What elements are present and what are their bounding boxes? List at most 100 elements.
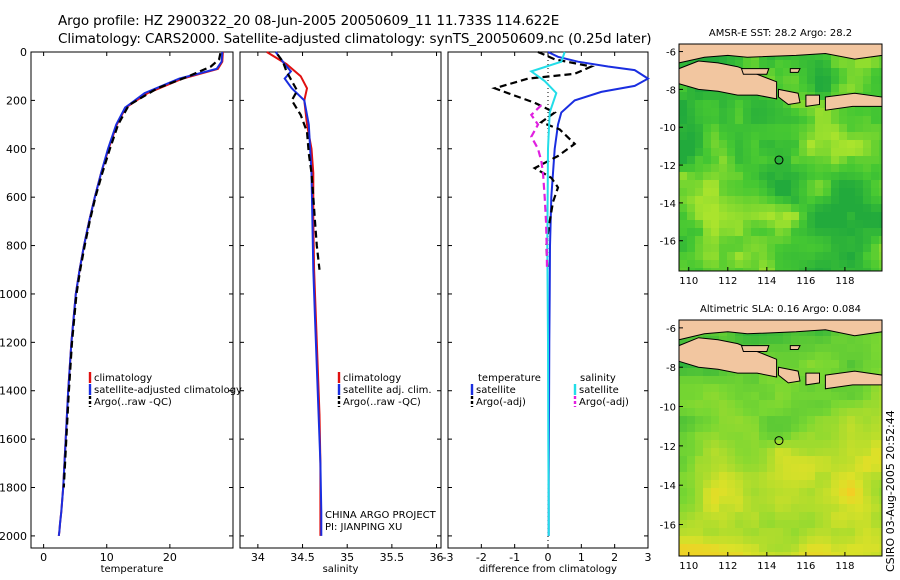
map-cell [767, 172, 776, 181]
map-cell [783, 400, 792, 409]
map-cell [799, 268, 808, 272]
map-cell [695, 196, 704, 205]
map-cell [727, 544, 736, 553]
map-cell [767, 148, 776, 157]
map-cell [735, 180, 744, 189]
map-cell [863, 132, 872, 141]
map-cell [807, 204, 816, 213]
map-cell [863, 480, 872, 489]
map-cell [831, 344, 840, 353]
map-cell [679, 536, 688, 545]
map-cell [703, 416, 712, 425]
map-cell [791, 472, 800, 481]
map-cell [871, 140, 880, 149]
map-cell [799, 504, 808, 513]
map-cell [719, 92, 728, 101]
map-cell [823, 132, 832, 141]
map-cell [679, 84, 688, 93]
map-cell [695, 268, 704, 272]
series-line-satellite [274, 51, 323, 536]
map-cell [759, 156, 768, 165]
map-cell [735, 416, 744, 425]
map-cell [871, 268, 880, 272]
map-cell [831, 156, 840, 165]
map-cell [799, 132, 808, 141]
map-cell [807, 124, 816, 133]
map-cell [847, 496, 856, 505]
map-cell [799, 260, 808, 269]
map-cell [751, 480, 760, 489]
map-cell [831, 336, 840, 345]
map-cell [679, 92, 688, 101]
map-cell [727, 552, 736, 557]
map-cell [879, 252, 883, 261]
map-cell [679, 368, 688, 377]
map-cell [775, 456, 784, 465]
map-cell [703, 400, 712, 409]
map-cell [791, 536, 800, 545]
series-line-sal-satellite [529, 51, 566, 536]
map-cell [807, 416, 816, 425]
map-cell [863, 108, 872, 117]
map-cell [751, 424, 760, 433]
map-cell [703, 236, 712, 245]
map-cell [799, 124, 808, 133]
map-cell [687, 244, 696, 253]
map-cell [687, 552, 696, 557]
x-tick-label: 114 [757, 276, 776, 287]
map-cell [743, 212, 752, 221]
map-cell [767, 220, 776, 229]
map-cell [871, 156, 880, 165]
map-cell [863, 84, 872, 93]
legend-label: Argo(-adj) [579, 397, 629, 408]
x-tick-label: 116 [796, 561, 815, 572]
legend-label: Argo(..raw -QC) [343, 397, 421, 408]
map-cell [703, 464, 712, 473]
map-cell [871, 360, 880, 369]
map-cell [791, 504, 800, 513]
map-cell [695, 384, 704, 393]
map-cell [759, 416, 768, 425]
map-cell [687, 228, 696, 237]
map-cell [679, 456, 688, 465]
map-cell [735, 464, 744, 473]
map-cell [775, 480, 784, 489]
map-cell [871, 480, 880, 489]
x-tick-label: 114 [757, 561, 776, 572]
map-cell [847, 360, 856, 369]
map-cell [871, 260, 880, 269]
map-cell [711, 400, 720, 409]
map-cell [679, 260, 688, 269]
map-cell [703, 268, 712, 272]
map-cell [831, 244, 840, 253]
map-cell [855, 520, 864, 529]
map-cell [871, 368, 880, 377]
map-cell [863, 236, 872, 245]
map-cell [775, 416, 784, 425]
map-cell [863, 456, 872, 465]
map-cell [831, 352, 840, 361]
argo-position-marker [774, 436, 784, 446]
map-cell [719, 252, 728, 261]
map-cell [807, 544, 816, 553]
map-cell [847, 440, 856, 449]
legend-label: satellite adj. clim. [343, 385, 432, 396]
map-cell [783, 148, 792, 157]
map-cell [751, 180, 760, 189]
map-cell [743, 536, 752, 545]
map-cell [815, 236, 824, 245]
map-cell [727, 188, 736, 197]
map-cell [815, 536, 824, 545]
map-cell [711, 456, 720, 465]
map-cell [831, 140, 840, 149]
map-cell [863, 504, 872, 513]
map-cell [743, 172, 752, 181]
map-cell [815, 336, 824, 345]
map-cell [783, 172, 792, 181]
map-cell [863, 212, 872, 221]
map-cell [711, 512, 720, 521]
map-cell [863, 400, 872, 409]
map-cell [695, 148, 704, 157]
map-cell [695, 236, 704, 245]
